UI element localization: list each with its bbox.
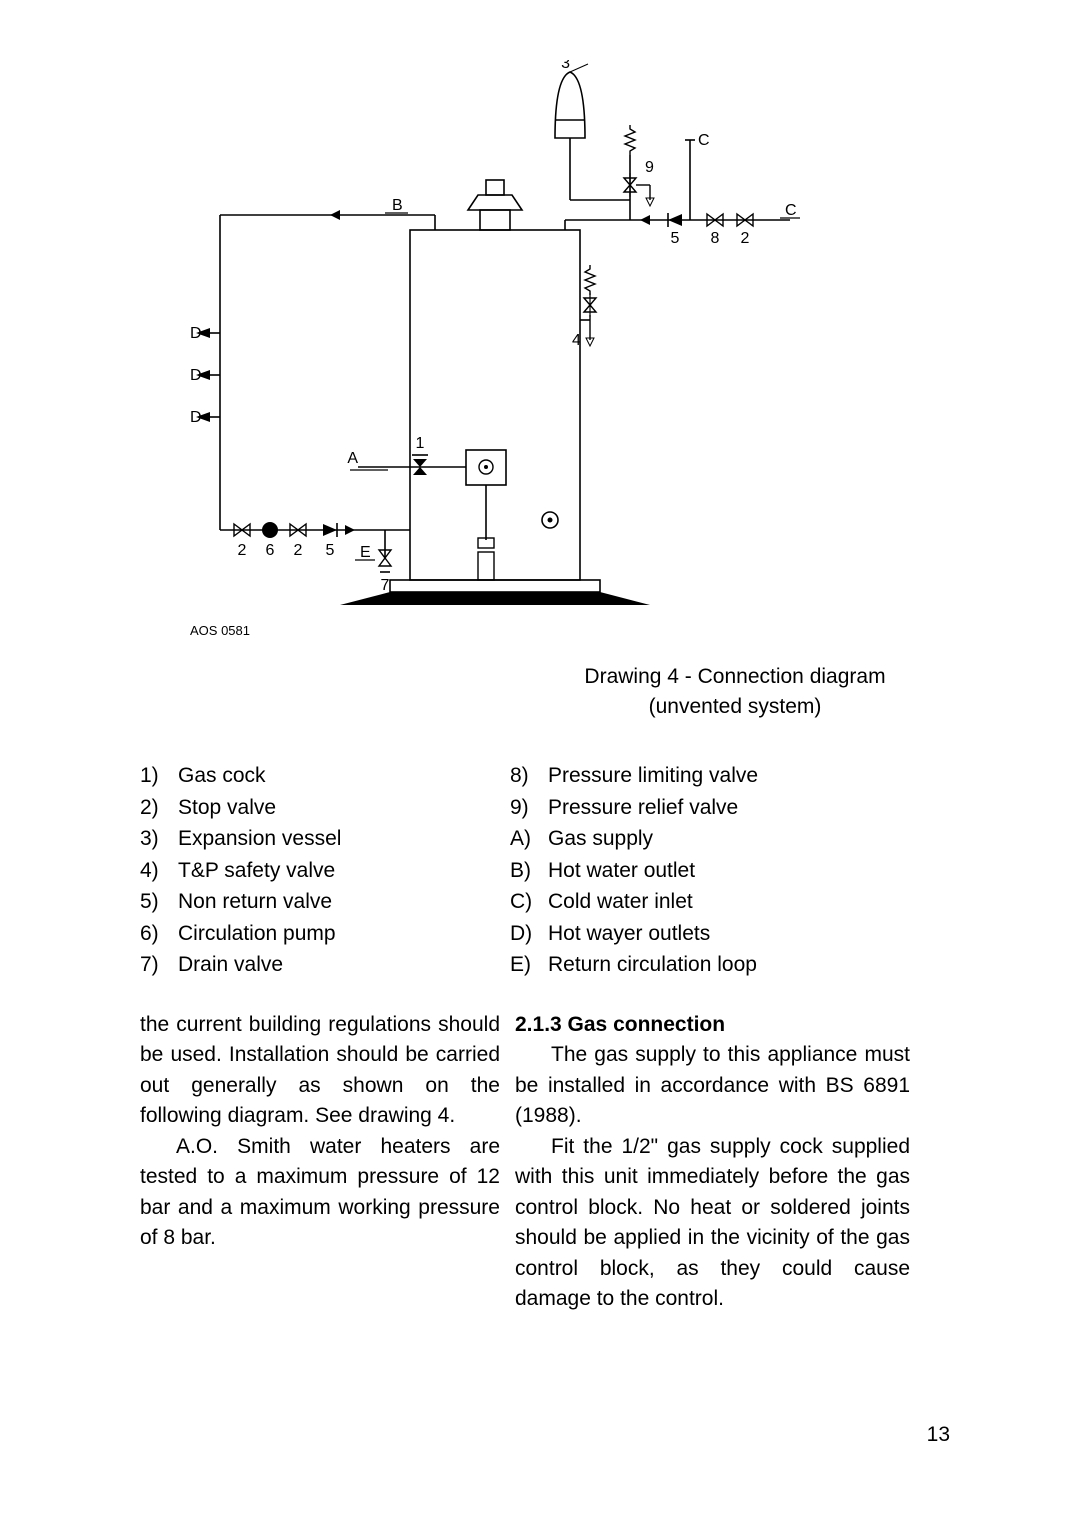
legend-row: 8)Pressure limiting valve [510, 760, 890, 792]
body-line: The gas supply to this appliance [551, 1043, 857, 1066]
legend-key: E) [510, 949, 548, 981]
label-C1: C [698, 132, 710, 149]
legend-row: E)Return circulation loop [510, 949, 890, 981]
label-5a: 5 [326, 542, 335, 559]
legend-row: C)Cold water inlet [510, 886, 890, 918]
label-A: A [347, 450, 358, 467]
diagram-svg: A 1 B D D [190, 60, 810, 660]
body-text-right: 2.1.3 Gas connection The gas supply to t… [515, 1010, 910, 1314]
legend-row: B)Hot water outlet [510, 855, 890, 887]
legend-val: Gas supply [548, 823, 890, 855]
label-D1: D [190, 325, 202, 342]
legend-key: 2) [140, 792, 178, 824]
label-5b: 5 [671, 230, 680, 247]
legend-key: 3) [140, 823, 178, 855]
legend-val: Pressure relief valve [548, 792, 890, 824]
legend-val: Pressure limiting valve [548, 760, 890, 792]
legend-val: T&P safety valve [178, 855, 490, 887]
legend-row: 9)Pressure relief valve [510, 792, 890, 824]
legend-row: 6)Circulation pump [140, 918, 490, 950]
body-line: Fit the 1/2" gas supply cock [551, 1135, 823, 1158]
legend-key: A) [510, 823, 548, 855]
legend-key: 8) [510, 760, 548, 792]
legend-right: 8)Pressure limiting valve 9)Pressure rel… [510, 760, 890, 981]
diagram-caption: Drawing 4 - Connection diagram (unvented… [560, 662, 910, 723]
label-E: E [360, 544, 371, 561]
label-D2: D [190, 367, 202, 384]
legend-val: Stop valve [178, 792, 490, 824]
legend-key: C) [510, 886, 548, 918]
legend-key: 9) [510, 792, 548, 824]
legend-row: 4)T&P safety valve [140, 855, 490, 887]
label-B: B [392, 197, 403, 214]
label-6: 6 [266, 542, 275, 559]
gas-control-block [466, 450, 506, 580]
caption-line2: (unvented system) [649, 695, 822, 718]
legend-val: Hot wayer outlets [548, 918, 890, 950]
legend-val: Expansion vessel [178, 823, 490, 855]
label-1: 1 [416, 435, 425, 452]
legend-row: 2)Stop valve [140, 792, 490, 824]
diagram-ref: AOS 0581 [190, 623, 250, 638]
body-line: the current building regulations should [140, 1013, 500, 1036]
legend-row: D)Hot wayer outlets [510, 918, 890, 950]
legend-row: 1)Gas cock [140, 760, 490, 792]
legend-key: 7) [140, 949, 178, 981]
label-3: 3 [561, 60, 570, 72]
body-line: be used. Installation should be carried [140, 1043, 500, 1066]
label-2c: 2 [741, 230, 750, 247]
legend-val: Hot water outlet [548, 855, 890, 887]
legend-val: Non return valve [178, 886, 490, 918]
legend-key: 6) [140, 918, 178, 950]
page-number: 13 [927, 1423, 950, 1447]
label-D3: D [190, 409, 202, 426]
legend-row: 3)Expansion vessel [140, 823, 490, 855]
label-7: 7 [381, 577, 390, 594]
caption-line1: Drawing 4 - Connection diagram [584, 665, 885, 688]
legend-key: D) [510, 918, 548, 950]
legend-val: Drain valve [178, 949, 490, 981]
legend-row: 7)Drain valve [140, 949, 490, 981]
connection-diagram: A 1 B D D [190, 60, 810, 660]
page-root: A 1 B D D [0, 0, 1080, 1522]
body-line: diagram. See drawing 4. [228, 1104, 456, 1127]
label-2b: 2 [294, 542, 303, 559]
label-8: 8 [711, 230, 720, 247]
section-heading: 2.1.3 Gas connection [515, 1013, 725, 1036]
expansion-vessel-icon [555, 72, 585, 138]
legend-val: Cold water inlet [548, 886, 890, 918]
legend-key: 4) [140, 855, 178, 887]
legend-val: Return circulation loop [548, 949, 890, 981]
label-9: 9 [645, 159, 654, 176]
label-2a: 2 [238, 542, 247, 559]
label-C2: C [785, 202, 797, 219]
legend-key: B) [510, 855, 548, 887]
legend-val: Circulation pump [178, 918, 490, 950]
legend-left: 1)Gas cock 2)Stop valve 3)Expansion vess… [140, 760, 490, 981]
legend-row: 5)Non return valve [140, 886, 490, 918]
label-4: 4 [572, 332, 581, 349]
d-outlets: D D D [190, 325, 220, 426]
legend-val: Gas cock [178, 760, 490, 792]
legend-key: 1) [140, 760, 178, 792]
body-text-left: the current building regulations should … [140, 1010, 500, 1254]
legend-row: A)Gas supply [510, 823, 890, 855]
legend-key: 5) [140, 886, 178, 918]
